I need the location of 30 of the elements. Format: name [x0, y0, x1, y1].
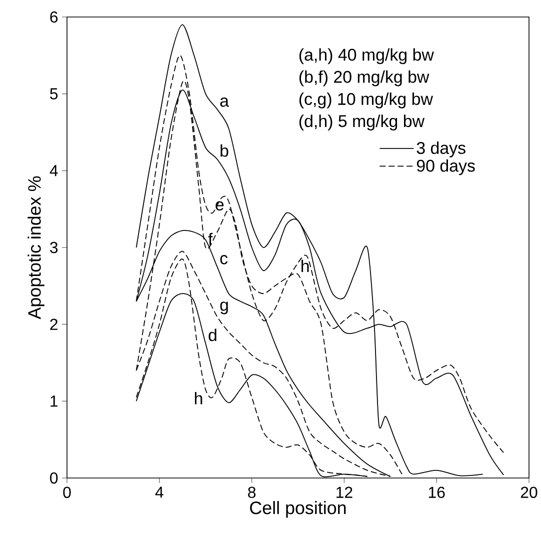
y-tick-label: 3	[50, 242, 58, 254]
annotation: (a,h) 40 mg/kg bw	[299, 48, 434, 64]
annotation: a	[220, 98, 229, 107]
annotation: h	[194, 392, 202, 404]
x-tick-label: 16	[428, 486, 445, 498]
annotation: (c,g) 10 mg/kg bw	[299, 92, 433, 108]
legend-label: 90 days	[416, 159, 475, 176]
x-tick-label: 20	[520, 486, 538, 498]
x-tick-label: 12	[336, 486, 352, 498]
annotation: c	[220, 255, 228, 264]
y-tick-label: 5	[50, 88, 58, 100]
y-tick-label: 6	[50, 11, 58, 23]
y-tick-label: 4	[50, 165, 58, 176]
annotation: g	[220, 302, 228, 314]
x-tick-label: 0	[63, 486, 71, 498]
x-tick-label: 4	[155, 486, 164, 498]
annotation: b	[220, 144, 228, 157]
annotation: (d,h) 5 mg/kg bw	[299, 114, 424, 130]
annotation: (b,f) 20 mg/kg bw	[299, 70, 430, 86]
annotation: d	[208, 328, 216, 342]
y-axis-title: Apoptotic index %	[28, 176, 44, 320]
y-tick-label: 2	[50, 318, 58, 330]
y-tick-label: 0	[50, 472, 58, 484]
x-tick-label: 8	[248, 486, 256, 498]
annotation: e	[216, 201, 224, 211]
annotation: f	[208, 232, 213, 246]
x-axis-title: Cell position	[250, 501, 346, 518]
legend-label: 3 days	[416, 142, 466, 158]
y-tick-label: 1	[50, 396, 58, 407]
annotation: h	[301, 260, 309, 272]
